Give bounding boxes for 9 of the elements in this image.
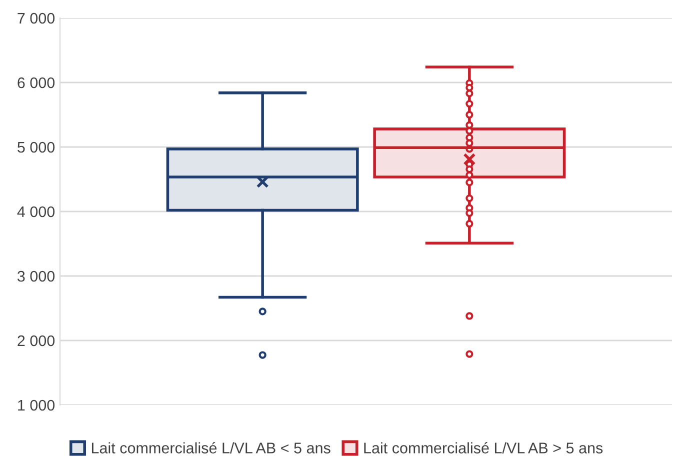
y-tick-label: 6 000: [18, 77, 55, 88]
legend-label: Lait commercialisé L/VL AB > 5 ans: [364, 442, 603, 454]
y-tick-label: 4 000: [17, 206, 55, 218]
y-tick-label: 1 000: [18, 400, 55, 411]
y-tick-label: 7 000: [18, 12, 55, 24]
y-tick-label: 2 000: [18, 335, 55, 346]
y-tick-label: 5 000: [18, 142, 55, 153]
y-tick-label: 3 000: [17, 270, 55, 282]
legend-label: Lait commercialisé L/VL AB < 5 ans: [92, 442, 330, 454]
